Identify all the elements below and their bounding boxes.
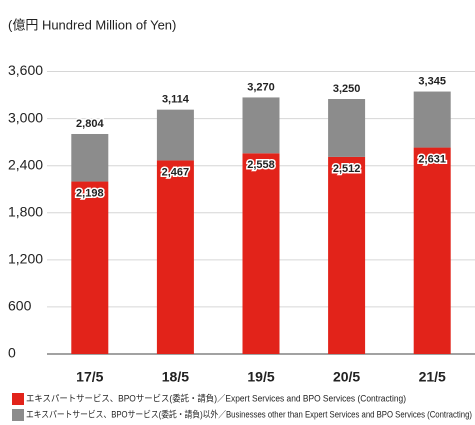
bar-segment (242, 97, 280, 154)
total-label: 3,270 (247, 81, 275, 93)
y-tick-label: 3,600 (8, 62, 43, 78)
y-tick-label: 1,800 (8, 203, 43, 219)
bar-segment (242, 153, 280, 354)
bar-segment (71, 181, 109, 354)
bar-segment (328, 156, 366, 354)
y-tick-label: 1,200 (8, 251, 43, 267)
y-tick-label: 600 (8, 298, 32, 314)
y-tick-label: 2,400 (8, 156, 43, 172)
bar-segment (156, 160, 194, 354)
x-tick-label: 21/5 (419, 369, 446, 385)
data-label: 2,631 (418, 153, 446, 165)
data-label: 2,198 (76, 187, 104, 199)
x-tick-label: 17/5 (76, 369, 103, 385)
bar-segment (156, 109, 194, 161)
y-tick-label: 0 (8, 345, 16, 361)
total-label: 3,345 (418, 75, 446, 87)
bar-segment (413, 147, 451, 354)
bar-segment (71, 133, 109, 182)
x-tick-label: 19/5 (247, 369, 274, 385)
legend-label: エキスパートサービス、BPOサービス(委託・請負)以外／Businesses o… (26, 408, 472, 419)
total-label: 3,250 (333, 83, 361, 95)
data-label: 2,558 (247, 159, 275, 171)
bar-segment (328, 99, 366, 157)
chart-title: (億円 Hundred Million of Yen) (8, 17, 176, 32)
legend-swatch (12, 393, 24, 405)
legend-swatch (12, 409, 24, 421)
x-tick-label: 20/5 (333, 369, 360, 385)
legend-label: エキスパートサービス、BPOサービス(委託・請負)／Expert Service… (26, 392, 406, 403)
y-tick-label: 3,000 (8, 109, 43, 125)
data-label: 2,512 (333, 163, 361, 175)
bar-segment (413, 91, 451, 148)
data-label: 2,467 (162, 166, 190, 178)
x-tick-label: 18/5 (162, 369, 189, 385)
total-label: 2,804 (76, 118, 104, 130)
total-label: 3,114 (162, 94, 190, 106)
